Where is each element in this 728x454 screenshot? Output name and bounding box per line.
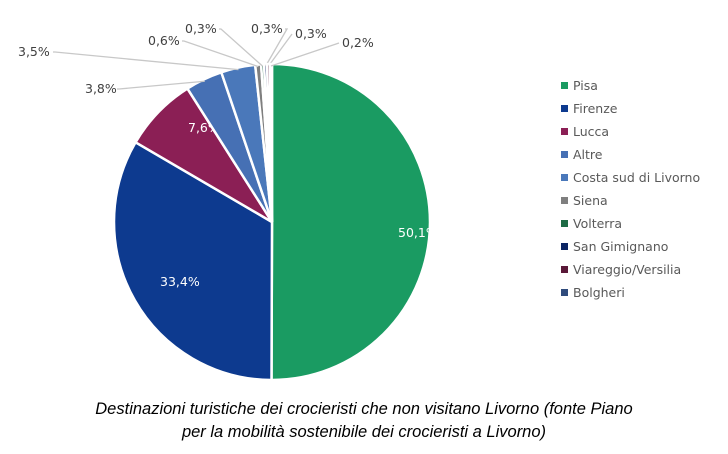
caption-line-2: per la mobilità sostenibile dei crocieri… bbox=[181, 423, 547, 441]
data-label-6: 0,3% bbox=[185, 21, 217, 36]
legend-label: Viareggio/Versilia bbox=[573, 262, 682, 277]
legend-label: Lucca bbox=[573, 124, 610, 139]
data-label-3: 3,8% bbox=[85, 81, 117, 96]
leader-line-8 bbox=[268, 33, 293, 67]
legend-item: Viareggio/Versilia bbox=[561, 258, 700, 281]
leader-line-6 bbox=[219, 28, 264, 67]
legend-swatch bbox=[561, 128, 568, 135]
pie-slice-1 bbox=[112, 140, 274, 382]
legend-label: Bolgheri bbox=[573, 285, 625, 300]
data-label-8: 0,3% bbox=[295, 26, 327, 41]
legend-swatch bbox=[561, 220, 568, 227]
leader-line-7 bbox=[265, 28, 289, 67]
pie-slice-9 bbox=[268, 62, 274, 223]
caption: Destinazioni turistiche dei crocieristi … bbox=[0, 398, 728, 444]
legend-item: Firenze bbox=[561, 97, 700, 120]
legend-label: Volterra bbox=[573, 216, 623, 231]
legend: Pisa Firenze Lucca Altre Costa sud di Livorn… bbox=[561, 74, 700, 304]
data-label-1: 33,4% bbox=[160, 274, 200, 289]
legend-label: Altre bbox=[573, 147, 603, 162]
legend-item: Siena bbox=[561, 189, 700, 212]
data-label-0: 50,1% bbox=[398, 225, 438, 240]
legend-label: Siena bbox=[573, 193, 608, 208]
legend-label: Costa sud di Livorno bbox=[573, 170, 701, 185]
pie-slice-0 bbox=[270, 62, 432, 382]
legend-swatch bbox=[561, 105, 568, 112]
leader-line-4 bbox=[53, 51, 239, 71]
leader-line-3 bbox=[117, 80, 205, 90]
legend-swatch bbox=[561, 197, 568, 204]
legend-label: San Gimignano bbox=[573, 239, 669, 254]
legend-item: Pisa bbox=[561, 74, 700, 97]
data-label-9: 0,2% bbox=[342, 35, 374, 50]
caption-line-1: Destinazioni turistiche dei crocieristi … bbox=[95, 400, 633, 418]
legend-item: Bolgheri bbox=[561, 281, 700, 304]
leader-line-9 bbox=[270, 42, 340, 67]
data-label-4: 3,5% bbox=[18, 44, 50, 59]
data-label-7: 0,3% bbox=[251, 21, 283, 36]
legend-swatch bbox=[561, 151, 568, 158]
leader-line-5 bbox=[182, 40, 259, 68]
legend-label: Firenze bbox=[573, 101, 618, 116]
legend-swatch bbox=[561, 82, 568, 89]
legend-swatch bbox=[561, 289, 568, 296]
legend-item: Costa sud di Livorno bbox=[561, 166, 700, 189]
legend-item: Lucca bbox=[561, 120, 700, 143]
legend-item: Altre bbox=[561, 143, 700, 166]
legend-item: Volterra bbox=[561, 212, 700, 235]
legend-swatch bbox=[561, 266, 568, 273]
legend-swatch bbox=[561, 174, 568, 181]
data-label-5: 0,6% bbox=[148, 33, 180, 48]
legend-label: Pisa bbox=[573, 78, 598, 93]
legend-swatch bbox=[561, 243, 568, 250]
legend-item: San Gimignano bbox=[561, 235, 700, 258]
